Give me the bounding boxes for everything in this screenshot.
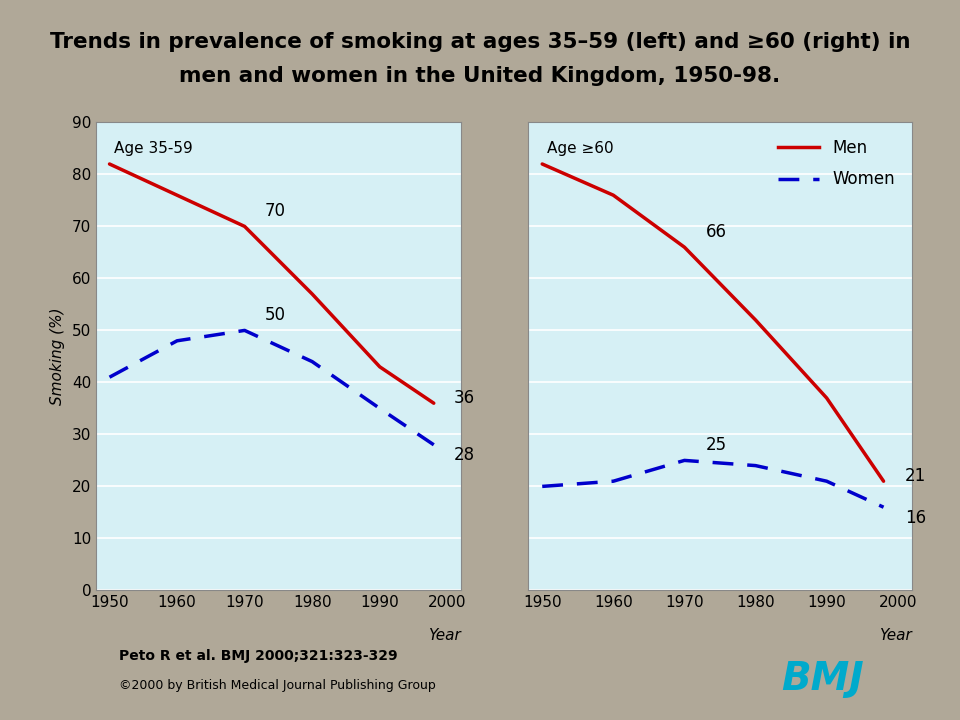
Text: 28: 28 (454, 446, 475, 464)
Text: 25: 25 (706, 436, 727, 454)
Text: ©2000 by British Medical Journal Publishing Group: ©2000 by British Medical Journal Publish… (119, 679, 436, 692)
Y-axis label: Smoking (%): Smoking (%) (50, 307, 65, 405)
Text: BMJ: BMJ (781, 660, 864, 698)
Text: 66: 66 (706, 222, 727, 240)
Legend: Men, Women: Men, Women (769, 131, 903, 197)
X-axis label: Year: Year (879, 628, 912, 643)
X-axis label: Year: Year (428, 628, 461, 643)
Text: 36: 36 (454, 390, 475, 408)
Text: Trends in prevalence of smoking at ages 35–59 (left) and ≥60 (right) in: Trends in prevalence of smoking at ages … (50, 32, 910, 52)
Text: 16: 16 (905, 509, 926, 527)
Text: 70: 70 (265, 202, 286, 220)
Text: 21: 21 (905, 467, 926, 485)
Text: 50: 50 (265, 306, 286, 324)
Text: Peto R et al. BMJ 2000;321:323-329: Peto R et al. BMJ 2000;321:323-329 (119, 649, 397, 663)
Text: Age 35-59: Age 35-59 (114, 141, 193, 156)
Text: Age ≥60: Age ≥60 (547, 141, 613, 156)
Text: men and women in the United Kingdom, 1950-98.: men and women in the United Kingdom, 195… (180, 66, 780, 86)
